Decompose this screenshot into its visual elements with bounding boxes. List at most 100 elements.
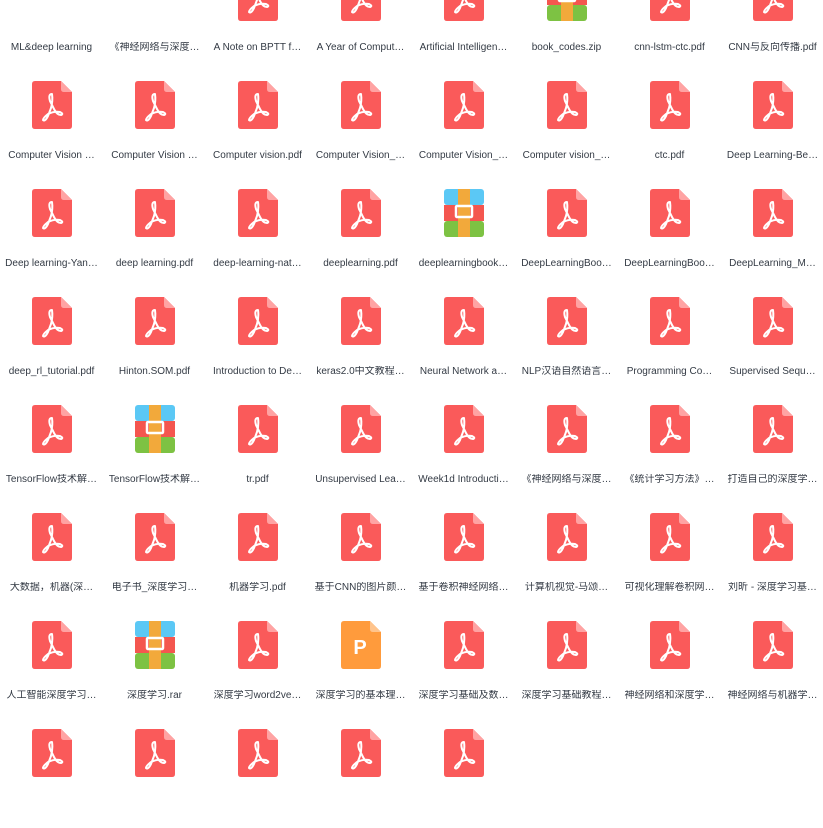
file-name: 深度学习的基本理… xyxy=(315,690,406,701)
pdf-icon xyxy=(650,0,690,21)
file-name: DeepLearning_M… xyxy=(729,258,816,269)
pdf-icon xyxy=(238,0,278,21)
file-name: 可视化理解卷积网… xyxy=(624,582,715,593)
file-item[interactable]: P 深度学习的基本理… xyxy=(309,612,412,720)
file-item[interactable]: Introduction to De… xyxy=(206,288,309,396)
file-item[interactable]: book_codes.zip xyxy=(515,0,618,72)
file-item[interactable] xyxy=(309,720,412,828)
pdf-icon xyxy=(753,405,793,453)
pdf-icon xyxy=(444,729,484,777)
file-name: deeplearningbook… xyxy=(418,258,509,269)
pdf-icon xyxy=(444,621,484,669)
file-item[interactable]: 大数据，机器(深… xyxy=(0,504,103,612)
pdf-icon xyxy=(650,405,690,453)
file-item[interactable]: 深度学习基础及数… xyxy=(412,612,515,720)
file-item[interactable]: 电子书_深度学习… xyxy=(103,504,206,612)
pdf-icon xyxy=(32,81,72,129)
file-item[interactable]: tr.pdf xyxy=(206,396,309,504)
file-name: Deep Learning-Be… xyxy=(726,150,819,161)
pdf-icon xyxy=(547,297,587,345)
file-item[interactable]: Artificial Intelligen… xyxy=(412,0,515,72)
file-name: A Note on BPTT f… xyxy=(213,42,302,53)
file-name: 《神经网络与深度… xyxy=(521,474,612,485)
file-item[interactable]: Computer Vision_… xyxy=(309,72,412,180)
file-item[interactable]: Unsupervised Lea… xyxy=(309,396,412,504)
file-item[interactable]: 计算机视觉-马颂… xyxy=(515,504,618,612)
file-name: Computer Vision_… xyxy=(418,150,509,161)
file-item[interactable]: DeepLearningBoo… xyxy=(618,180,721,288)
file-name: 人工智能深度学习… xyxy=(6,690,97,701)
pdf-icon xyxy=(341,189,381,237)
file-item[interactable]: Neural Network a… xyxy=(412,288,515,396)
file-item[interactable]: deep_rl_tutorial.pdf xyxy=(0,288,103,396)
file-name: Programming Co… xyxy=(626,366,713,377)
file-item[interactable]: DeepLearningBoo… xyxy=(515,180,618,288)
pdf-icon xyxy=(444,405,484,453)
file-name: 机器学习.pdf xyxy=(229,582,286,593)
file-item[interactable]: ML&deep learning xyxy=(0,0,103,72)
pdf-icon xyxy=(238,621,278,669)
file-name: 深度学习基础及数… xyxy=(418,690,509,701)
file-name: 基于CNN的图片颜… xyxy=(314,582,407,593)
file-item[interactable]: Computer Vision … xyxy=(103,72,206,180)
file-name: 计算机视觉-马颂… xyxy=(524,582,609,593)
file-item[interactable]: 深度学习.rar xyxy=(103,612,206,720)
file-item[interactable] xyxy=(103,720,206,828)
file-item[interactable]: Week1d Introducti… xyxy=(412,396,515,504)
file-name: deeplearning.pdf xyxy=(323,258,398,269)
pdf-icon xyxy=(444,0,484,21)
file-item[interactable]: Computer Vision … xyxy=(0,72,103,180)
file-item[interactable]: 人工智能深度学习… xyxy=(0,612,103,720)
file-item[interactable]: deeplearningbook… xyxy=(412,180,515,288)
file-item[interactable]: Supervised Sequ… xyxy=(721,288,823,396)
file-item[interactable]: DeepLearning_M… xyxy=(721,180,823,288)
file-item[interactable]: 基于卷积神经网络… xyxy=(412,504,515,612)
file-item[interactable]: deep learning.pdf xyxy=(103,180,206,288)
file-item[interactable]: A Year of Comput… xyxy=(309,0,412,72)
file-item[interactable]: TensorFlow技术解… xyxy=(0,396,103,504)
file-item[interactable]: 深度学习word2ve… xyxy=(206,612,309,720)
pdf-icon xyxy=(238,729,278,777)
file-item[interactable]: keras2.0中文教程… xyxy=(309,288,412,396)
file-item[interactable]: 基于CNN的图片颜… xyxy=(309,504,412,612)
file-item[interactable]: Computer Vision_… xyxy=(412,72,515,180)
file-item[interactable]: Deep Learning-Be… xyxy=(721,72,823,180)
file-item[interactable]: ctc.pdf xyxy=(618,72,721,180)
file-item[interactable]: 神经网络与机器学… xyxy=(721,612,823,720)
file-item[interactable]: NLP汉语自然语言… xyxy=(515,288,618,396)
file-item[interactable]: CNN与反向传播.pdf xyxy=(721,0,823,72)
file-name: 打造自己的深度学… xyxy=(727,474,818,485)
file-item[interactable] xyxy=(206,720,309,828)
file-name: 神经网络和深度学… xyxy=(624,690,715,701)
file-item[interactable]: 《统计学习方法》… xyxy=(618,396,721,504)
pdf-icon xyxy=(341,81,381,129)
file-item[interactable]: Computer vision.pdf xyxy=(206,72,309,180)
zip-icon xyxy=(547,0,587,21)
file-item[interactable] xyxy=(412,720,515,828)
zip-icon xyxy=(135,405,175,453)
file-item[interactable]: 可视化理解卷积网… xyxy=(618,504,721,612)
file-item[interactable]: 刘昕 - 深度学习基… xyxy=(721,504,823,612)
file-item[interactable]: Computer vision_… xyxy=(515,72,618,180)
file-item[interactable]: cnn-lstm-ctc.pdf xyxy=(618,0,721,72)
file-name: Week1d Introducti… xyxy=(418,474,509,485)
file-item[interactable]: 机器学习.pdf xyxy=(206,504,309,612)
file-item[interactable]: 打造自己的深度学… xyxy=(721,396,823,504)
file-item[interactable]: 神经网络和深度学… xyxy=(618,612,721,720)
file-item[interactable]: Programming Co… xyxy=(618,288,721,396)
file-item[interactable]: TensorFlow技术解… xyxy=(103,396,206,504)
file-item[interactable]: deep-learning-nat… xyxy=(206,180,309,288)
file-item[interactable]: A Note on BPTT f… xyxy=(206,0,309,72)
file-name: book_codes.zip xyxy=(531,42,602,53)
file-item[interactable]: deeplearning.pdf xyxy=(309,180,412,288)
pdf-icon xyxy=(32,297,72,345)
file-item[interactable]: 《神经网络与深度… xyxy=(103,0,206,72)
file-item[interactable]: 深度学习基础教程… xyxy=(515,612,618,720)
file-name: Neural Network a… xyxy=(419,366,508,377)
file-item[interactable]: Hinton.SOM.pdf xyxy=(103,288,206,396)
pdf-icon xyxy=(341,513,381,561)
file-item[interactable] xyxy=(0,720,103,828)
file-item[interactable]: 《神经网络与深度… xyxy=(515,396,618,504)
file-item[interactable]: Deep learning-Yan… xyxy=(0,180,103,288)
